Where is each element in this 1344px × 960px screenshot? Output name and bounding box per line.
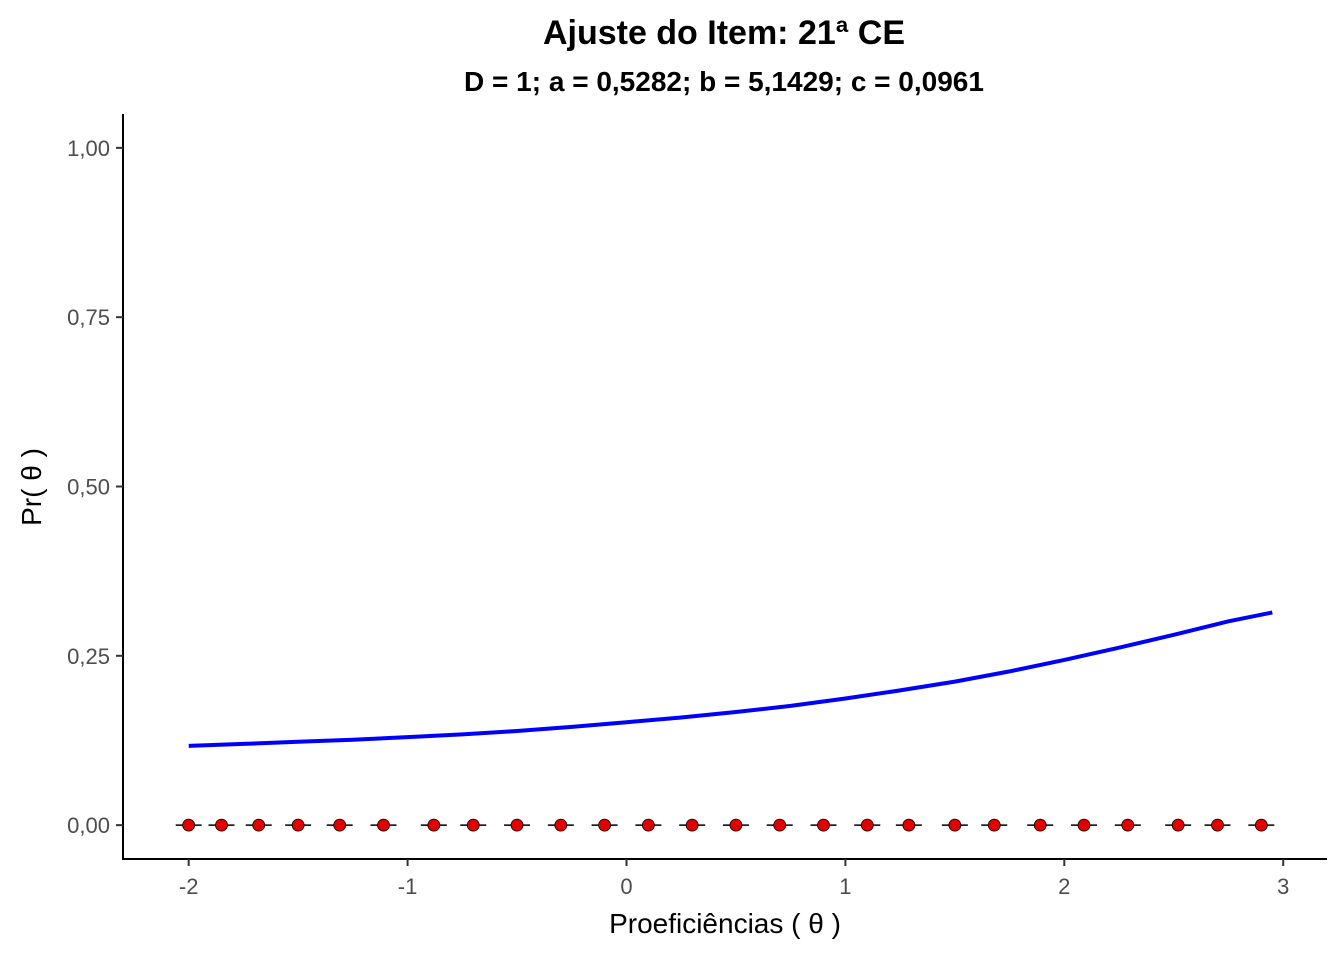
icc-curve [188,610,1273,748]
observed-point [773,818,787,832]
y-tick-label: 0,25 [67,644,110,669]
observed-point [291,818,305,832]
observed-point [466,818,480,832]
x-tick-label: 3 [1277,874,1289,899]
observed-point [1254,818,1268,832]
observed-point [685,818,699,832]
observed-point [333,818,347,832]
y-axis-title: Pr( θ ) [16,448,47,526]
observed-point [860,818,874,832]
observed-point [1171,818,1185,832]
observed-point [252,818,266,832]
observed-point [1211,818,1224,832]
observed-point [1121,818,1135,832]
x-tick-label: -1 [398,874,418,899]
observed-point [729,818,743,832]
observed-point [377,818,390,832]
observed-point [948,818,962,832]
observed-point [215,818,228,832]
y-axis-ticks: 0,00 0,25 0,50 0,75 1,00 [67,136,123,838]
observed-point [598,818,611,832]
observed-point [182,818,196,832]
y-tick-label: 0,50 [67,475,110,500]
observed-point [1033,818,1047,832]
observed-point [427,818,441,832]
y-tick-label: 0,00 [67,813,110,838]
observed-point [641,818,655,832]
chart-subtitle: D = 1; a = 0,5282; b = 5,1429; c = 0,096… [464,66,984,97]
x-axis-title: Proeficiências ( θ ) [609,908,841,939]
observed-point [554,818,568,832]
observed-point [510,818,524,832]
x-tick-label: 2 [1058,874,1070,899]
x-tick-label: 1 [839,874,851,899]
plot-area [175,610,1275,832]
observed-point [987,818,1001,832]
y-tick-label: 0,75 [67,305,110,330]
x-tick-label: 0 [620,874,632,899]
x-tick-label: -2 [179,874,199,899]
observed-point [1077,818,1091,832]
observed-point [902,818,916,832]
x-axis-ticks: -2 -1 0 1 2 3 [179,859,1289,899]
observed-point [817,818,830,832]
chart-title: Ajuste do Item: 21ª CE [543,14,905,52]
y-tick-label: 1,00 [67,136,110,161]
